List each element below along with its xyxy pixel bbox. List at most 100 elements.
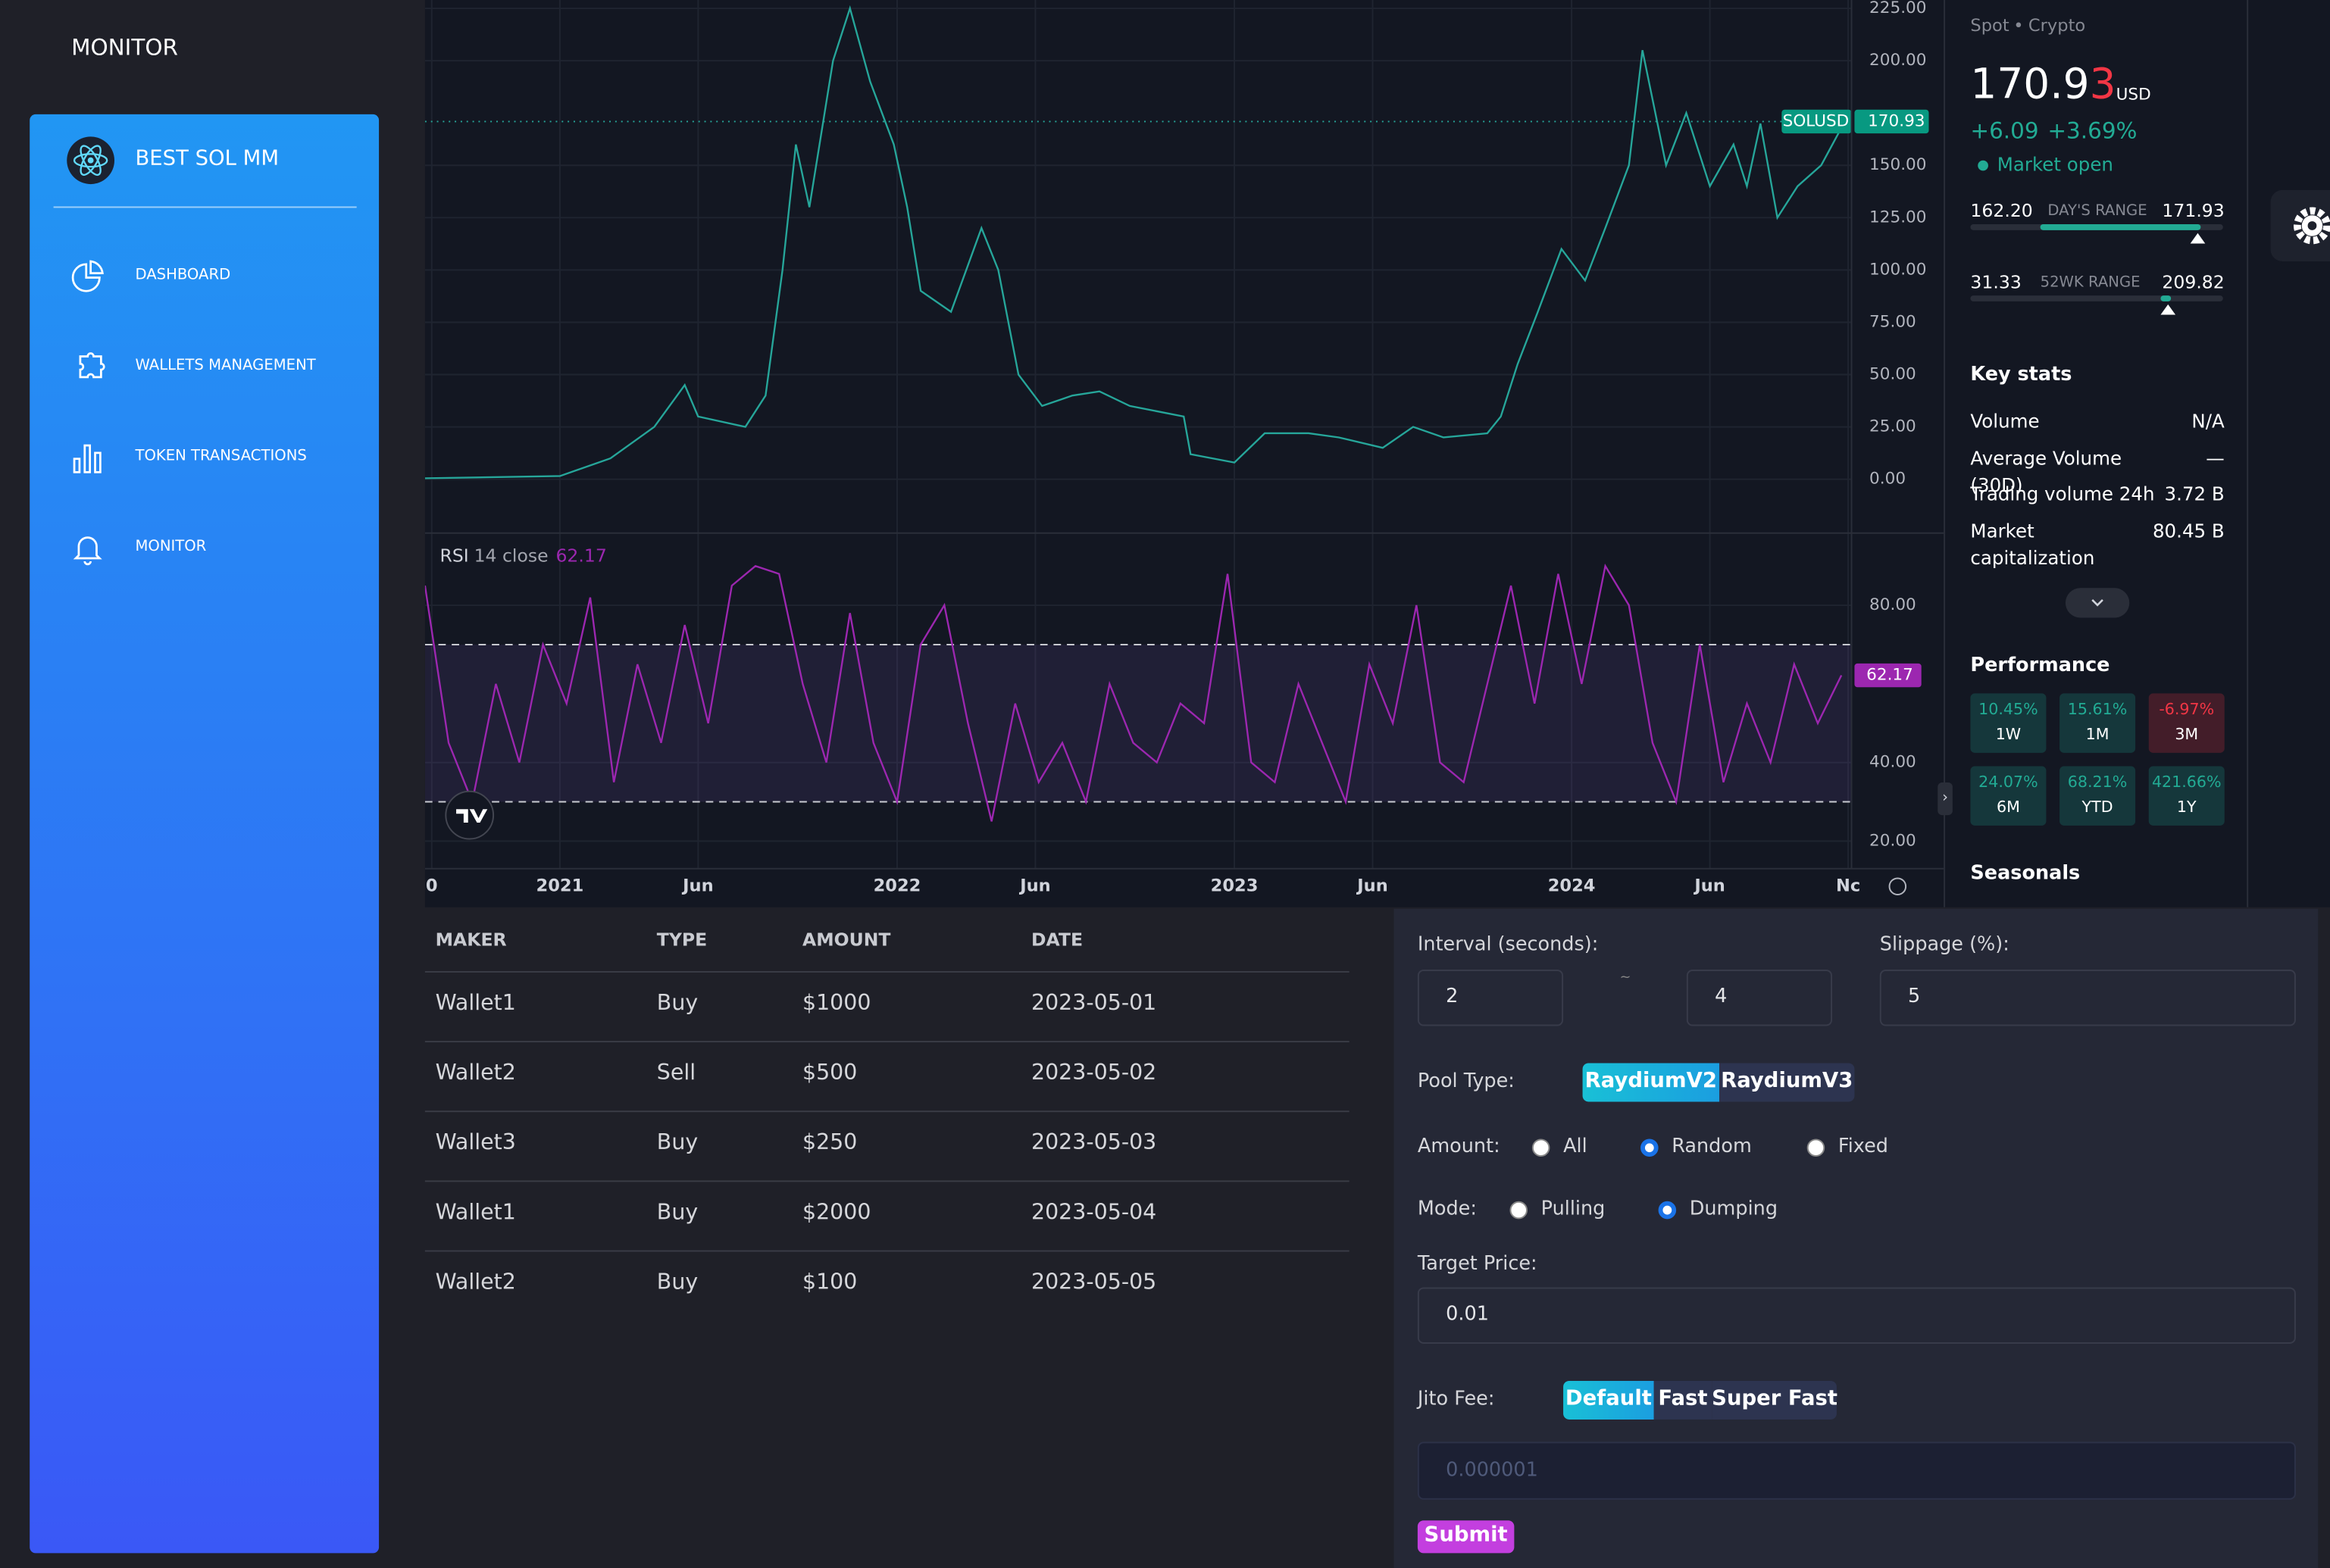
segment-button[interactable]: RaydiumV3 [1719, 1063, 1855, 1102]
settings-button[interactable] [2270, 189, 2330, 261]
price-tag-bg [1854, 109, 1929, 134]
segment-label: Fast [1658, 1386, 1708, 1411]
performance-tile: 68.21% YTD [2059, 766, 2136, 826]
segment-button[interactable]: RaydiumV2 [1582, 1063, 1719, 1102]
segment-button[interactable]: Fast [1653, 1380, 1712, 1420]
divider [53, 206, 357, 208]
menu-item[interactable]: WALLETS MANAGEMENT [54, 348, 357, 389]
logo [67, 136, 115, 185]
table-cell: $2000 [802, 1201, 871, 1226]
status-dot [1978, 160, 1988, 171]
performance-tile: -6.97% 3M [2148, 693, 2225, 753]
menu-item[interactable]: MONITOR [54, 529, 357, 570]
menu-item[interactable]: DASHBOARD [54, 257, 357, 298]
range-low: 31.33 [1970, 271, 2022, 293]
segment-button[interactable]: Super Fast [1712, 1380, 1837, 1420]
text-input[interactable]: 5 [1879, 970, 2296, 1026]
logo-icon [73, 145, 108, 176]
expand-button[interactable] [2065, 588, 2130, 618]
y-tick-label: 0.00 [1869, 470, 1906, 489]
submit-label: Submit [1424, 1523, 1508, 1548]
table-cell: 2023-05-03 [1031, 1131, 1157, 1156]
radio[interactable] [1640, 1139, 1659, 1157]
y-tick-label: 125.00 [1869, 208, 1926, 226]
performance-period: 6M [1996, 798, 2020, 817]
text-input[interactable]: 4 [1686, 970, 1833, 1026]
currency: USD [2116, 84, 2151, 105]
x-tick-label: 2024 [1548, 876, 1596, 896]
text-input[interactable]: 0.000001 [1417, 1441, 2296, 1500]
form-panel: Interval (seconds): 2 ~4 Slippage (%): 5 Pool… [1393, 908, 2319, 1568]
performance-title: Performance [1970, 654, 2110, 677]
table-cell: Buy [656, 1131, 699, 1156]
performance-value: 68.21% [2067, 773, 2128, 792]
market: Spot [1970, 14, 2009, 36]
radio-label: Dumping [1689, 1198, 1778, 1221]
performance-tile: 24.07% 6M [1970, 766, 2047, 826]
panel-toggle[interactable]: › [1937, 782, 1953, 816]
price: 170.93 [1970, 59, 2116, 109]
stat-label: Volume [1970, 410, 2040, 433]
rsi-tag-bg [1854, 663, 1922, 688]
table-cell: $500 [802, 1061, 858, 1085]
x-tick-label: Jun [1018, 876, 1050, 896]
form-label: Interval (seconds): [1417, 933, 1599, 957]
x-tick-label: 2023 [1211, 876, 1259, 896]
range-fill [2041, 223, 2200, 230]
y-tick-label: 100.00 [1869, 260, 1926, 279]
table-rule [424, 970, 1350, 973]
table-cell: $100 [802, 1270, 858, 1295]
performance-period: 1W [1995, 726, 2022, 745]
performance-period: 1M [2085, 726, 2110, 745]
range-high: 171.93 [2162, 200, 2225, 222]
radio[interactable] [1531, 1139, 1550, 1157]
stat-label: Average Volume (30D) [1970, 446, 2122, 495]
stat-label: Trading volume 24h [1970, 483, 2155, 505]
radio[interactable] [1658, 1201, 1677, 1220]
segment-button[interactable]: Default [1563, 1380, 1654, 1420]
status: Market open [1997, 152, 2113, 176]
brand: MONITOR [71, 34, 178, 61]
performance-tile: 421.66% 1Y [2148, 766, 2225, 826]
rsi-value: 62.17 [555, 545, 606, 567]
table-cell: Wallet2 [435, 1270, 516, 1295]
settings-icon [1888, 877, 1907, 896]
table-rule [424, 1041, 1350, 1043]
text-input[interactable]: 0.01 [1417, 1287, 2296, 1344]
performance-value: 24.07% [1978, 773, 2038, 792]
table-cell: $1000 [802, 992, 871, 1016]
price-tag: 170.93 [1868, 111, 1925, 130]
table-cell: 2023-05-05 [1031, 1270, 1157, 1295]
x-tick-label: Jun [681, 876, 713, 896]
tv-logo-shape [456, 809, 488, 823]
range-high: 209.82 [2162, 271, 2225, 293]
table-cell: $250 [802, 1131, 858, 1156]
radio-label: Random [1672, 1135, 1752, 1158]
range-track [1970, 295, 2223, 301]
menu-icon [73, 444, 102, 473]
gear-icon [2293, 207, 2330, 245]
form-label: Pool Type: [1417, 1070, 1515, 1093]
stat-value: — [2206, 446, 2225, 469]
form-label: Jito Fee: [1417, 1388, 1495, 1411]
table-cell: Wallet3 [435, 1131, 516, 1156]
menu-item[interactable]: TOKEN TRANSACTIONS [54, 438, 357, 479]
radio[interactable] [1806, 1139, 1825, 1157]
menu-icon [71, 260, 104, 292]
text-input[interactable]: 2 [1417, 970, 1564, 1026]
performance-period: 1Y [2176, 798, 2197, 817]
change: +6.09 [1970, 117, 2039, 145]
submit-button[interactable]: Submit [1417, 1520, 1515, 1554]
y-tick-label: 80.00 [1869, 595, 1916, 614]
stats-panel: Spot • Crypto 170.93 USD +6.09 +3.69% Market op… [1944, 0, 2249, 907]
menu-label: TOKEN TRANSACTIONS [135, 448, 307, 465]
radio[interactable] [1509, 1201, 1528, 1220]
range-separator: ~ [1619, 970, 1631, 986]
segment-label: RaydiumV3 [1721, 1069, 1853, 1093]
menu-label: WALLETS MANAGEMENT [135, 358, 316, 374]
tv-logo-circle [445, 790, 495, 840]
input-value: 0.01 [1446, 1304, 1489, 1326]
right-strip [2247, 0, 2330, 907]
